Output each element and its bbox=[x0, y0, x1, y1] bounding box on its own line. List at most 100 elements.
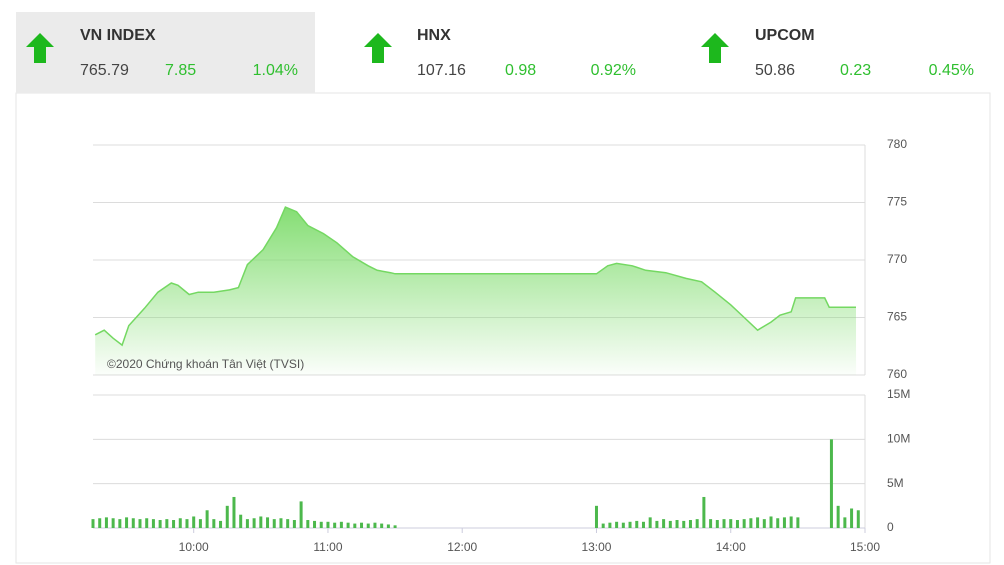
index-value: 765.79 bbox=[80, 62, 129, 79]
x-tick-label: 14:00 bbox=[716, 540, 746, 554]
index-name: UPCOM bbox=[755, 27, 815, 44]
x-tick-label: 12:00 bbox=[447, 540, 477, 554]
x-tick-label: 11:00 bbox=[313, 540, 342, 554]
volume-bar bbox=[266, 517, 270, 528]
volume-bar bbox=[836, 505, 840, 528]
volume-bar bbox=[232, 496, 236, 528]
up-arrow bbox=[26, 33, 54, 63]
volume-bar bbox=[333, 522, 337, 528]
volume-bar bbox=[796, 517, 800, 528]
volume-bar bbox=[366, 523, 370, 528]
volume-bar bbox=[789, 516, 793, 528]
volume-bar bbox=[749, 518, 753, 528]
volume-bar bbox=[735, 520, 739, 528]
volume-bar bbox=[252, 518, 256, 528]
volume-bar bbox=[641, 521, 645, 528]
volume-bar bbox=[675, 520, 679, 528]
volume-bar bbox=[843, 517, 847, 528]
y-tick-label: 760 bbox=[887, 367, 907, 381]
volume-bar bbox=[339, 521, 343, 528]
volume-bar bbox=[608, 522, 612, 528]
volume-bar bbox=[729, 519, 733, 528]
volume-bar bbox=[98, 518, 102, 528]
volume-bar bbox=[655, 520, 659, 528]
volume-bar bbox=[742, 519, 746, 528]
volume-bar bbox=[326, 521, 330, 528]
volume-bar bbox=[192, 516, 196, 528]
volume-bar bbox=[662, 519, 666, 528]
volume-bar bbox=[380, 523, 384, 528]
volume-bar bbox=[782, 517, 786, 528]
volume-bar bbox=[286, 519, 290, 528]
index-value: 50.86 bbox=[755, 62, 795, 79]
volume-bar bbox=[621, 522, 625, 528]
index-percent: 0.45% bbox=[929, 62, 974, 79]
volume-bar bbox=[205, 510, 209, 528]
volume-bar bbox=[272, 519, 276, 528]
volume-bar bbox=[695, 519, 699, 528]
volume-bar bbox=[635, 520, 639, 528]
active-tile[interactable] bbox=[16, 12, 315, 93]
volume-bar bbox=[165, 519, 169, 528]
volume-bar bbox=[615, 521, 619, 528]
index-change: 0.23 bbox=[840, 62, 871, 79]
volume-bar bbox=[111, 518, 115, 528]
volume-bar bbox=[219, 520, 223, 528]
volume-bar bbox=[104, 517, 108, 528]
volume-bar bbox=[125, 517, 129, 528]
volume-bar bbox=[299, 501, 303, 528]
volume-bar bbox=[292, 520, 296, 528]
index-percent: 0.92% bbox=[591, 62, 636, 79]
up-arrow bbox=[364, 33, 392, 63]
volume-bar bbox=[393, 525, 397, 528]
volume-bar bbox=[360, 522, 364, 528]
volume-bar bbox=[829, 439, 833, 528]
index-name: VN INDEX bbox=[80, 27, 156, 44]
volume-bar bbox=[131, 518, 135, 528]
volume-bar bbox=[353, 523, 357, 528]
volume-bar bbox=[688, 520, 692, 528]
volume-bar bbox=[702, 496, 706, 528]
volume-bar bbox=[762, 519, 766, 528]
volume-bar bbox=[279, 518, 283, 528]
y-tick-label: 15M bbox=[887, 387, 910, 401]
volume-bar bbox=[856, 510, 860, 528]
index-change: 0.98 bbox=[505, 62, 536, 79]
volume-bar bbox=[601, 523, 605, 528]
volume-bar bbox=[373, 522, 377, 528]
price-line bbox=[94, 206, 856, 347]
volume-bar bbox=[776, 518, 780, 528]
volume-bar bbox=[245, 519, 249, 528]
volume-bar bbox=[668, 520, 672, 528]
volume-bar bbox=[709, 519, 713, 528]
up-arrow bbox=[701, 33, 729, 63]
volume-bar bbox=[185, 519, 189, 528]
x-tick-label: 10:00 bbox=[179, 540, 209, 554]
volume-bar bbox=[145, 518, 149, 528]
y-tick-label: 770 bbox=[887, 252, 907, 266]
volume-bar bbox=[225, 505, 229, 528]
volume-bar bbox=[386, 524, 390, 528]
volume-bar bbox=[715, 520, 719, 528]
volume-bar bbox=[91, 519, 95, 528]
x-tick-label: 13:00 bbox=[581, 540, 611, 554]
watermark: ©2020 Chứng khoán Tân Việt (TVSI) bbox=[107, 357, 304, 371]
volume-bar bbox=[628, 521, 632, 528]
x-tick-label: 15:00 bbox=[850, 540, 880, 554]
y-tick-label: 10M bbox=[887, 432, 910, 446]
volume-bar bbox=[594, 505, 598, 528]
volume-bar bbox=[259, 516, 263, 528]
y-tick-label: 5M bbox=[887, 476, 904, 490]
y-tick-label: 780 bbox=[887, 137, 907, 151]
index-change: 7.85 bbox=[165, 62, 196, 79]
volume-bar bbox=[239, 514, 243, 528]
y-tick-label: 775 bbox=[887, 195, 907, 209]
y-tick-label: 765 bbox=[887, 310, 907, 324]
volume-bar bbox=[198, 519, 202, 528]
volume-bar bbox=[682, 520, 686, 528]
volume-bar bbox=[313, 520, 317, 528]
volume-bar bbox=[850, 508, 854, 528]
volume-bar bbox=[212, 519, 216, 528]
volume-bar bbox=[151, 519, 155, 528]
